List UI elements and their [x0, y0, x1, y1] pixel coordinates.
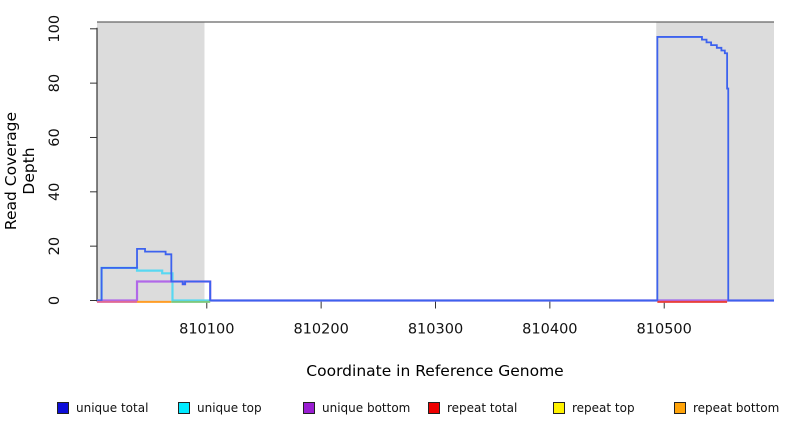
- y-tick-label: 60: [47, 128, 63, 146]
- x-tick-label: 810400: [522, 322, 577, 338]
- legend-swatch-unique-bottom: [303, 402, 315, 414]
- legend-swatch-unique-top: [178, 402, 190, 414]
- x-tick-label: 810300: [408, 322, 463, 338]
- chart-canvas: 810100 810200 810300 810400 810500 0 20 40 60 80 1…: [47, 15, 774, 338]
- legend-item-unique-total: unique total: [57, 399, 148, 417]
- right-gray-block: [656, 22, 774, 302]
- legend-item-unique-top: unique top: [178, 399, 262, 417]
- legend-label-unique-total: unique total: [76, 401, 149, 415]
- legend: unique total unique top unique bottom repea…: [0, 399, 792, 421]
- legend-label-unique-bottom: unique bottom: [322, 401, 411, 415]
- y-tick-label: 40: [47, 183, 63, 201]
- y-tick-label: 0: [47, 296, 63, 305]
- legend-label-unique-top: unique top: [197, 401, 262, 415]
- left-gray-block: [97, 22, 205, 302]
- legend-swatch-unique-total: [57, 402, 69, 414]
- y-tick-label: 100: [47, 15, 63, 43]
- legend-item-repeat-top: repeat top: [553, 399, 635, 417]
- series-unique-total: [97, 36, 774, 302]
- x-axis-title: Coordinate in Reference Genome: [306, 362, 564, 380]
- legend-swatch-repeat-bottom: [674, 402, 686, 414]
- legend-swatch-repeat-top: [553, 402, 565, 414]
- y-axis-title: Read Coverage Depth: [2, 111, 38, 231]
- x-tick-label: 810100: [179, 322, 234, 338]
- legend-label-repeat-total: repeat total: [447, 401, 518, 415]
- legend-item-repeat-total: repeat total: [428, 399, 517, 417]
- y-tick-label: 20: [47, 237, 63, 255]
- legend-item-unique-bottom: unique bottom: [303, 399, 410, 417]
- legend-swatch-repeat-total: [428, 402, 440, 414]
- x-tick-label: 810500: [637, 322, 692, 338]
- legend-label-repeat-top: repeat top: [572, 401, 635, 415]
- x-tick-label: 810200: [293, 322, 348, 338]
- legend-label-repeat-bottom: repeat bottom: [693, 401, 780, 415]
- legend-item-repeat-bottom: repeat bottom: [674, 399, 779, 417]
- y-tick-label: 80: [47, 74, 63, 92]
